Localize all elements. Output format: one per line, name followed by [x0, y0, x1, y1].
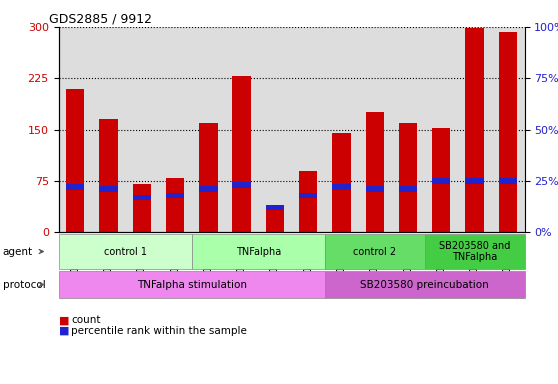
Text: control 1: control 1 [104, 247, 147, 257]
Bar [432, 178, 450, 184]
Text: agent: agent [3, 247, 33, 257]
Bar [166, 177, 184, 232]
Text: SB203580 preincubation: SB203580 preincubation [360, 280, 489, 290]
Bar [199, 123, 218, 232]
Bar [158, 27, 192, 232]
Bar [233, 76, 251, 232]
Text: ■: ■ [59, 326, 69, 336]
Bar [432, 128, 450, 232]
Bar [365, 187, 384, 192]
Bar [333, 133, 350, 232]
Bar [99, 187, 118, 192]
Bar [465, 178, 484, 184]
Bar [66, 184, 84, 190]
Text: TNFalpha stimulation: TNFalpha stimulation [137, 280, 247, 290]
Bar [325, 27, 358, 232]
Bar [333, 184, 350, 190]
Bar [458, 27, 491, 232]
Text: percentile rank within the sample: percentile rank within the sample [71, 326, 247, 336]
Bar [399, 123, 417, 232]
Bar [258, 27, 291, 232]
Bar [299, 193, 318, 198]
Bar [499, 31, 517, 232]
Bar [233, 182, 251, 188]
Bar [133, 195, 151, 200]
Bar [59, 27, 92, 232]
Bar [499, 178, 517, 184]
Bar [266, 205, 284, 210]
Bar [192, 27, 225, 232]
Bar [425, 27, 458, 232]
Text: SB203580 and
TNFalpha: SB203580 and TNFalpha [439, 241, 510, 262]
Bar [399, 187, 417, 192]
Bar [291, 27, 325, 232]
Text: control 2: control 2 [353, 247, 396, 257]
Text: count: count [71, 315, 101, 325]
Text: protocol: protocol [3, 280, 46, 290]
Bar [225, 27, 258, 232]
Bar [465, 28, 484, 232]
Bar [391, 27, 425, 232]
Bar [299, 170, 318, 232]
Bar [99, 119, 118, 232]
Bar [133, 184, 151, 232]
Bar [358, 27, 391, 232]
Bar [365, 113, 384, 232]
Bar [92, 27, 125, 232]
Bar [266, 209, 284, 232]
Bar [66, 88, 84, 232]
Bar [491, 27, 525, 232]
Bar [125, 27, 158, 232]
Text: TNFalpha: TNFalpha [235, 247, 281, 257]
Bar [199, 187, 218, 192]
Bar [166, 193, 184, 198]
Text: ■: ■ [59, 315, 69, 325]
Text: GDS2885 / 9912: GDS2885 / 9912 [49, 13, 152, 26]
